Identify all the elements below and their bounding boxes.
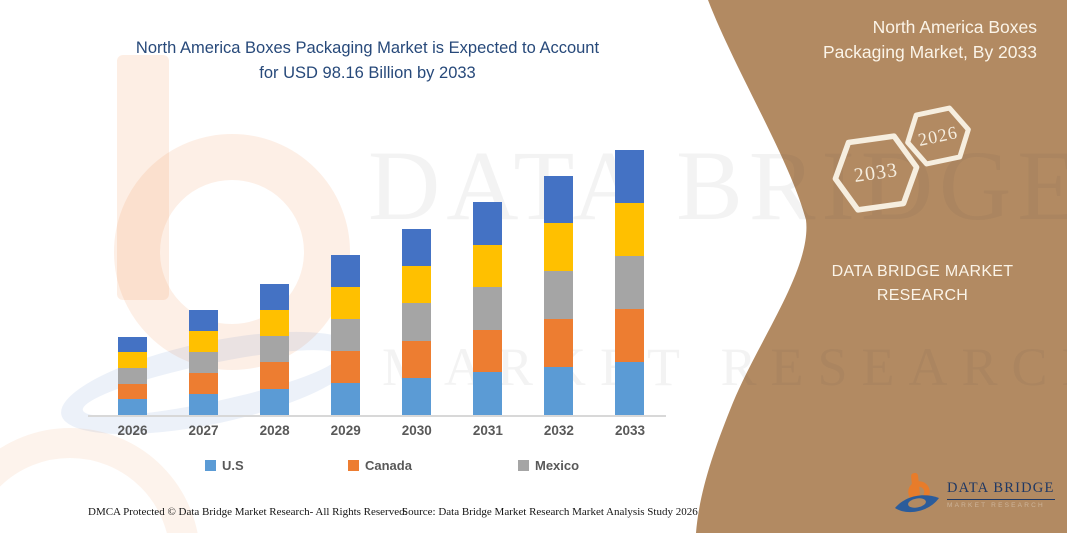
bar-2032: [544, 175, 574, 415]
bar-segment-us: [615, 361, 645, 415]
dmca-notice: DMCA Protected © Data Bridge Market Rese…: [88, 506, 408, 518]
bar-segment-mexico: [260, 336, 290, 363]
x-tick-2032: 2032: [543, 423, 574, 438]
x-axis-line: [88, 415, 666, 417]
bar-segment-mexico: [473, 287, 503, 330]
x-axis-labels: 2026 2027 2028 2029 2030 2031 2032 2033: [88, 423, 668, 441]
legend-item-mexico: Mexico: [518, 458, 579, 473]
bar-segment-series5: [473, 202, 503, 245]
bar-segment-canada: [402, 340, 432, 378]
legend-item-us: U.S: [205, 458, 244, 473]
x-tick-2031: 2031: [472, 423, 503, 438]
legend-label: U.S: [222, 458, 244, 473]
bar-segment-us: [260, 388, 290, 415]
chart-title-line1: North America Boxes Packaging Market is …: [135, 39, 600, 57]
bar-segment-series5: [402, 229, 432, 267]
bar-segment-series4: [189, 330, 219, 352]
bar-segment-us: [189, 393, 219, 415]
bar-segment-us: [402, 377, 432, 415]
bar-2027: [189, 309, 219, 415]
chart-title-line2: for USD 98.16 Billion by 2033: [259, 63, 476, 82]
bar-segment-us: [473, 372, 503, 415]
bar-2028: [260, 283, 290, 415]
bar-segment-series4: [402, 266, 432, 304]
bar-2030: [402, 229, 432, 415]
bar-segment-series4: [260, 309, 290, 337]
legend: U.S Canada Mexico: [0, 458, 760, 478]
legend-label: Canada: [365, 458, 412, 473]
bar-segment-series5: [260, 283, 290, 310]
x-tick-2030: 2030: [401, 423, 432, 438]
bar-segment-series4: [615, 202, 645, 256]
bar-segment-series5: [544, 175, 574, 224]
legend-item-canada: Canada: [348, 458, 412, 473]
bar-segment-us: [544, 367, 574, 415]
bar-segment-mexico: [402, 303, 432, 341]
bar-segment-series5: [331, 255, 361, 287]
x-tick-2026: 2026: [117, 423, 148, 438]
x-tick-2027: 2027: [188, 423, 219, 438]
bar-segment-canada: [189, 372, 219, 394]
legend-swatch: [205, 460, 216, 471]
bar-segment-us: [331, 383, 361, 415]
bar-segment-series4: [331, 287, 361, 319]
legend-swatch: [348, 460, 359, 471]
bar-segment-mexico: [615, 255, 645, 309]
bar-segment-series4: [544, 223, 574, 272]
bar-2029: [331, 255, 361, 415]
bar-segment-series5: [118, 336, 147, 353]
bar-segment-mexico: [118, 367, 147, 384]
bar-segment-canada: [615, 308, 645, 362]
bar-segment-series4: [118, 352, 147, 368]
bar-segment-mexico: [331, 319, 361, 351]
bar-2026: [118, 336, 147, 415]
bar-segment-canada: [544, 319, 574, 368]
bar-2033: [615, 149, 645, 415]
bar-segment-canada: [260, 362, 290, 389]
bar-segment-us: [118, 399, 147, 415]
bar-segment-series5: [615, 149, 645, 203]
bar-segment-series4: [473, 244, 503, 288]
legend-swatch: [518, 460, 529, 471]
x-tick-2028: 2028: [259, 423, 290, 438]
chart-title: North America Boxes Packaging Market is …: [95, 36, 640, 85]
bar-segment-mexico: [189, 351, 219, 373]
bar-segment-canada: [331, 351, 361, 383]
bar-segment-mexico: [544, 271, 574, 320]
x-tick-2033: 2033: [614, 423, 645, 438]
bar-2031: [473, 202, 503, 415]
source-note: Source: Data Bridge Market Research Mark…: [402, 506, 698, 518]
bar-segment-canada: [473, 329, 503, 373]
x-tick-2029: 2029: [330, 423, 361, 438]
legend-label: Mexico: [535, 458, 580, 473]
plot-area: [88, 131, 668, 415]
bar-segment-canada: [118, 383, 147, 400]
bar-segment-series5: [189, 309, 219, 331]
